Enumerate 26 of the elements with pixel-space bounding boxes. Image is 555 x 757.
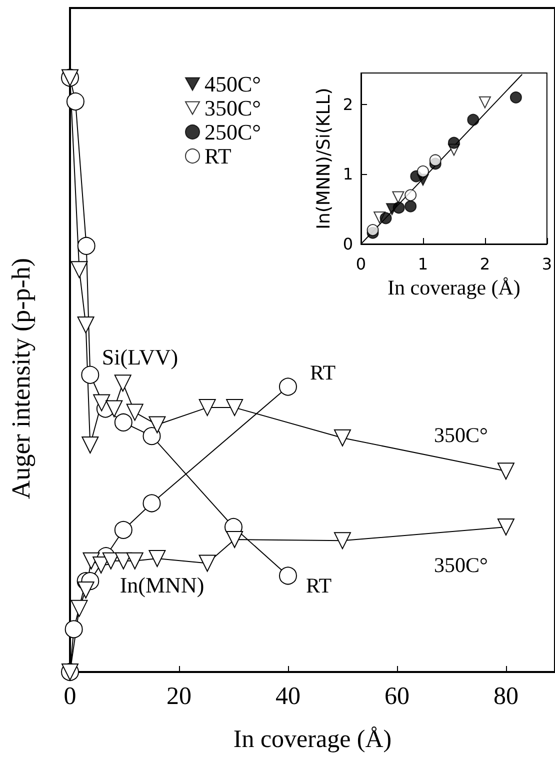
x-tick-label: 1 (418, 254, 428, 274)
x-axis-title: In coverage (Å) (233, 726, 392, 753)
y-axis-title: Auger intensity (p-p-h) (6, 258, 36, 500)
x-tick-label: 0 (356, 254, 366, 274)
legend-label: RT (204, 144, 232, 168)
x-tick-label: 80 (493, 683, 518, 710)
annotation: In(MNN) (120, 572, 204, 598)
x-tick-label: 20 (166, 683, 192, 710)
legend-label: 350C° (204, 96, 261, 120)
x-tick-label: 0 (64, 683, 76, 710)
y-tick-label: 1 (342, 164, 353, 184)
series-label: 350C° (434, 423, 488, 448)
x-axis-title: In coverage (Å) (387, 275, 520, 300)
x-tick-label: 60 (384, 683, 410, 710)
x-tick-label: 40 (275, 683, 300, 710)
series-label: RT (306, 574, 332, 598)
y-axis-title: In(MNN)/Si(KLL) (314, 88, 334, 230)
x-tick-label: 2 (480, 254, 490, 274)
legend-label: 450C° (204, 72, 261, 96)
x-tick-label: 3 (542, 254, 552, 274)
legend-label: 250C° (204, 120, 261, 144)
series-label: 350C° (434, 552, 488, 577)
series-label: RT (310, 360, 336, 385)
annotation: Si(LVV) (102, 344, 178, 370)
y-tick-label: 2 (342, 94, 353, 114)
y-tick-label: 0 (342, 234, 353, 254)
